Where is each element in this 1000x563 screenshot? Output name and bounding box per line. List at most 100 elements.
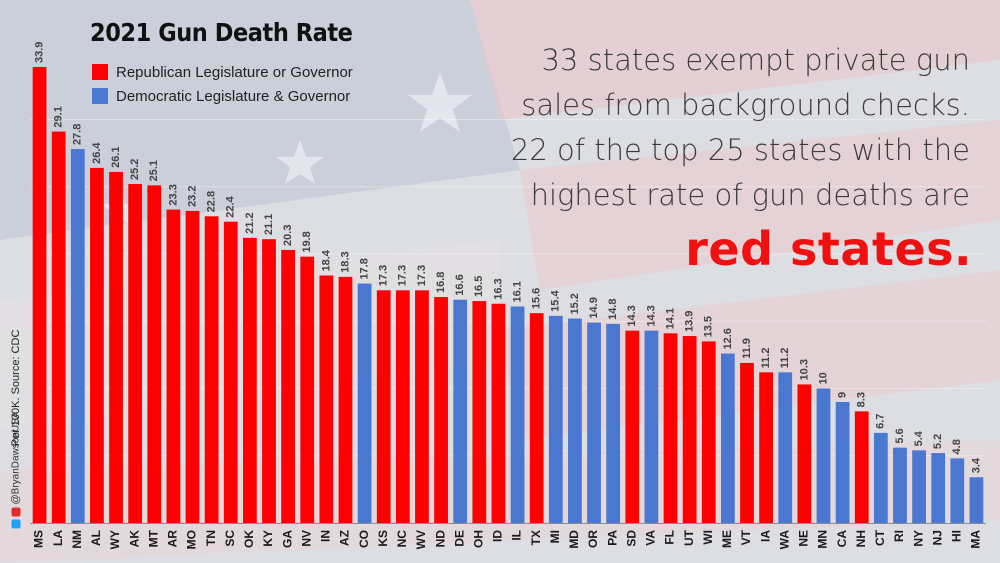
state-label: CA — [835, 530, 849, 548]
value-label: 5.2 — [932, 434, 944, 449]
state-label: FL — [663, 530, 677, 545]
state-label: OH — [471, 530, 485, 548]
state-label: NH — [854, 530, 868, 547]
value-label: 25.1 — [148, 160, 160, 181]
value-label: 16.5 — [473, 276, 485, 297]
value-label: 14.9 — [588, 297, 600, 318]
state-label: NM — [70, 530, 84, 549]
state-label: VA — [644, 530, 658, 546]
legend: Republican Legislature or Governor Democ… — [92, 60, 353, 108]
bar-ok — [242, 237, 257, 524]
state-label: NV — [299, 530, 313, 547]
legend-label-republican: Republican Legislature or Governor — [116, 63, 353, 81]
value-label: 17.3 — [416, 265, 428, 286]
bar-ri — [893, 447, 907, 523]
bar-hi — [950, 458, 965, 523]
bar-ca — [835, 401, 850, 523]
state-label: WY — [108, 530, 122, 549]
bar-md — [568, 318, 582, 523]
value-label: 22.8 — [206, 191, 218, 212]
bar-wy — [109, 171, 123, 523]
state-label: MI — [548, 530, 562, 543]
legend-item-republican: Republican Legislature or Governor — [92, 60, 353, 84]
value-label: 27.8 — [72, 124, 84, 145]
bar-ar — [166, 209, 181, 523]
value-label: 23.2 — [186, 186, 198, 207]
value-label: 12.6 — [722, 328, 734, 349]
state-label: UT — [682, 529, 696, 546]
legend-swatch-republican — [92, 64, 108, 80]
bar-mt — [147, 185, 162, 523]
headline-highlight: red states. — [685, 222, 972, 276]
value-label: 5.4 — [913, 430, 925, 446]
value-label: 14.8 — [607, 298, 619, 319]
value-label: 25.2 — [129, 159, 141, 180]
social-handle: @BryanDawsonUSA — [11, 412, 22, 529]
state-label: ME — [720, 530, 734, 548]
state-label: KS — [376, 530, 390, 547]
bar-wi — [701, 341, 716, 523]
bar-va — [644, 330, 659, 523]
bar-mn — [816, 388, 831, 523]
value-label: 22.4 — [225, 195, 237, 217]
bar-ny — [912, 450, 926, 523]
chart-title: 2021 Gun Death Rate — [90, 18, 353, 47]
state-label: RI — [892, 530, 906, 542]
state-label: MN — [816, 530, 830, 549]
value-label: 4.8 — [951, 439, 963, 454]
handle-text: @BryanDawsonUSA — [10, 411, 22, 505]
bar-tx — [529, 313, 544, 523]
state-label: KY — [261, 530, 275, 547]
bar-ks — [376, 290, 391, 523]
value-label: 16.3 — [492, 278, 504, 299]
value-label: 20.3 — [282, 225, 294, 246]
state-label: MT — [146, 529, 160, 547]
value-label: 21.1 — [263, 214, 275, 235]
bar-ia — [759, 372, 774, 523]
value-label: 5.6 — [894, 428, 906, 443]
state-label: NJ — [930, 530, 944, 545]
value-label: 14.3 — [626, 305, 638, 326]
state-label: DE — [452, 530, 466, 547]
state-label: NC — [395, 530, 409, 548]
state-label: TN — [204, 530, 218, 546]
bar-al — [90, 167, 104, 523]
value-label: 10.3 — [798, 359, 810, 380]
bar-sd — [625, 330, 640, 523]
state-label: NE — [797, 530, 811, 547]
bar-ut — [682, 336, 697, 523]
value-label: 9 — [837, 392, 849, 398]
state-label: AK — [127, 530, 141, 548]
state-label: AR — [166, 530, 180, 548]
bar-id — [491, 303, 506, 523]
state-label: OR — [586, 530, 600, 548]
bar-tn — [204, 216, 219, 523]
value-label: 14.3 — [645, 305, 657, 326]
state-label: AL — [89, 530, 103, 546]
bar-fl — [663, 333, 678, 523]
state-label: ID — [491, 530, 505, 542]
state-label: MA — [969, 530, 983, 549]
bar-oh — [472, 301, 487, 523]
state-label: WA — [777, 530, 791, 550]
value-label: 16.1 — [511, 281, 523, 302]
bar-vt — [740, 362, 754, 523]
bar-ak — [128, 184, 143, 523]
value-label: 13.9 — [684, 311, 696, 332]
value-label: 15.2 — [569, 293, 581, 314]
value-label: 14.1 — [664, 308, 676, 329]
bar-or — [587, 322, 601, 523]
state-label: SD — [624, 530, 638, 547]
bar-nh — [854, 411, 869, 523]
youtube-icon — [11, 507, 21, 517]
value-label: 33.9 — [33, 42, 45, 63]
bar-in — [319, 275, 334, 523]
value-label: 10 — [817, 372, 829, 384]
value-label: 16.6 — [454, 274, 466, 295]
state-label: AZ — [338, 530, 352, 546]
value-label: 15.4 — [550, 290, 562, 312]
value-label: 29.1 — [53, 106, 65, 127]
bar-nm — [70, 149, 85, 523]
value-label: 11.2 — [760, 348, 772, 369]
bar-la — [51, 131, 66, 523]
